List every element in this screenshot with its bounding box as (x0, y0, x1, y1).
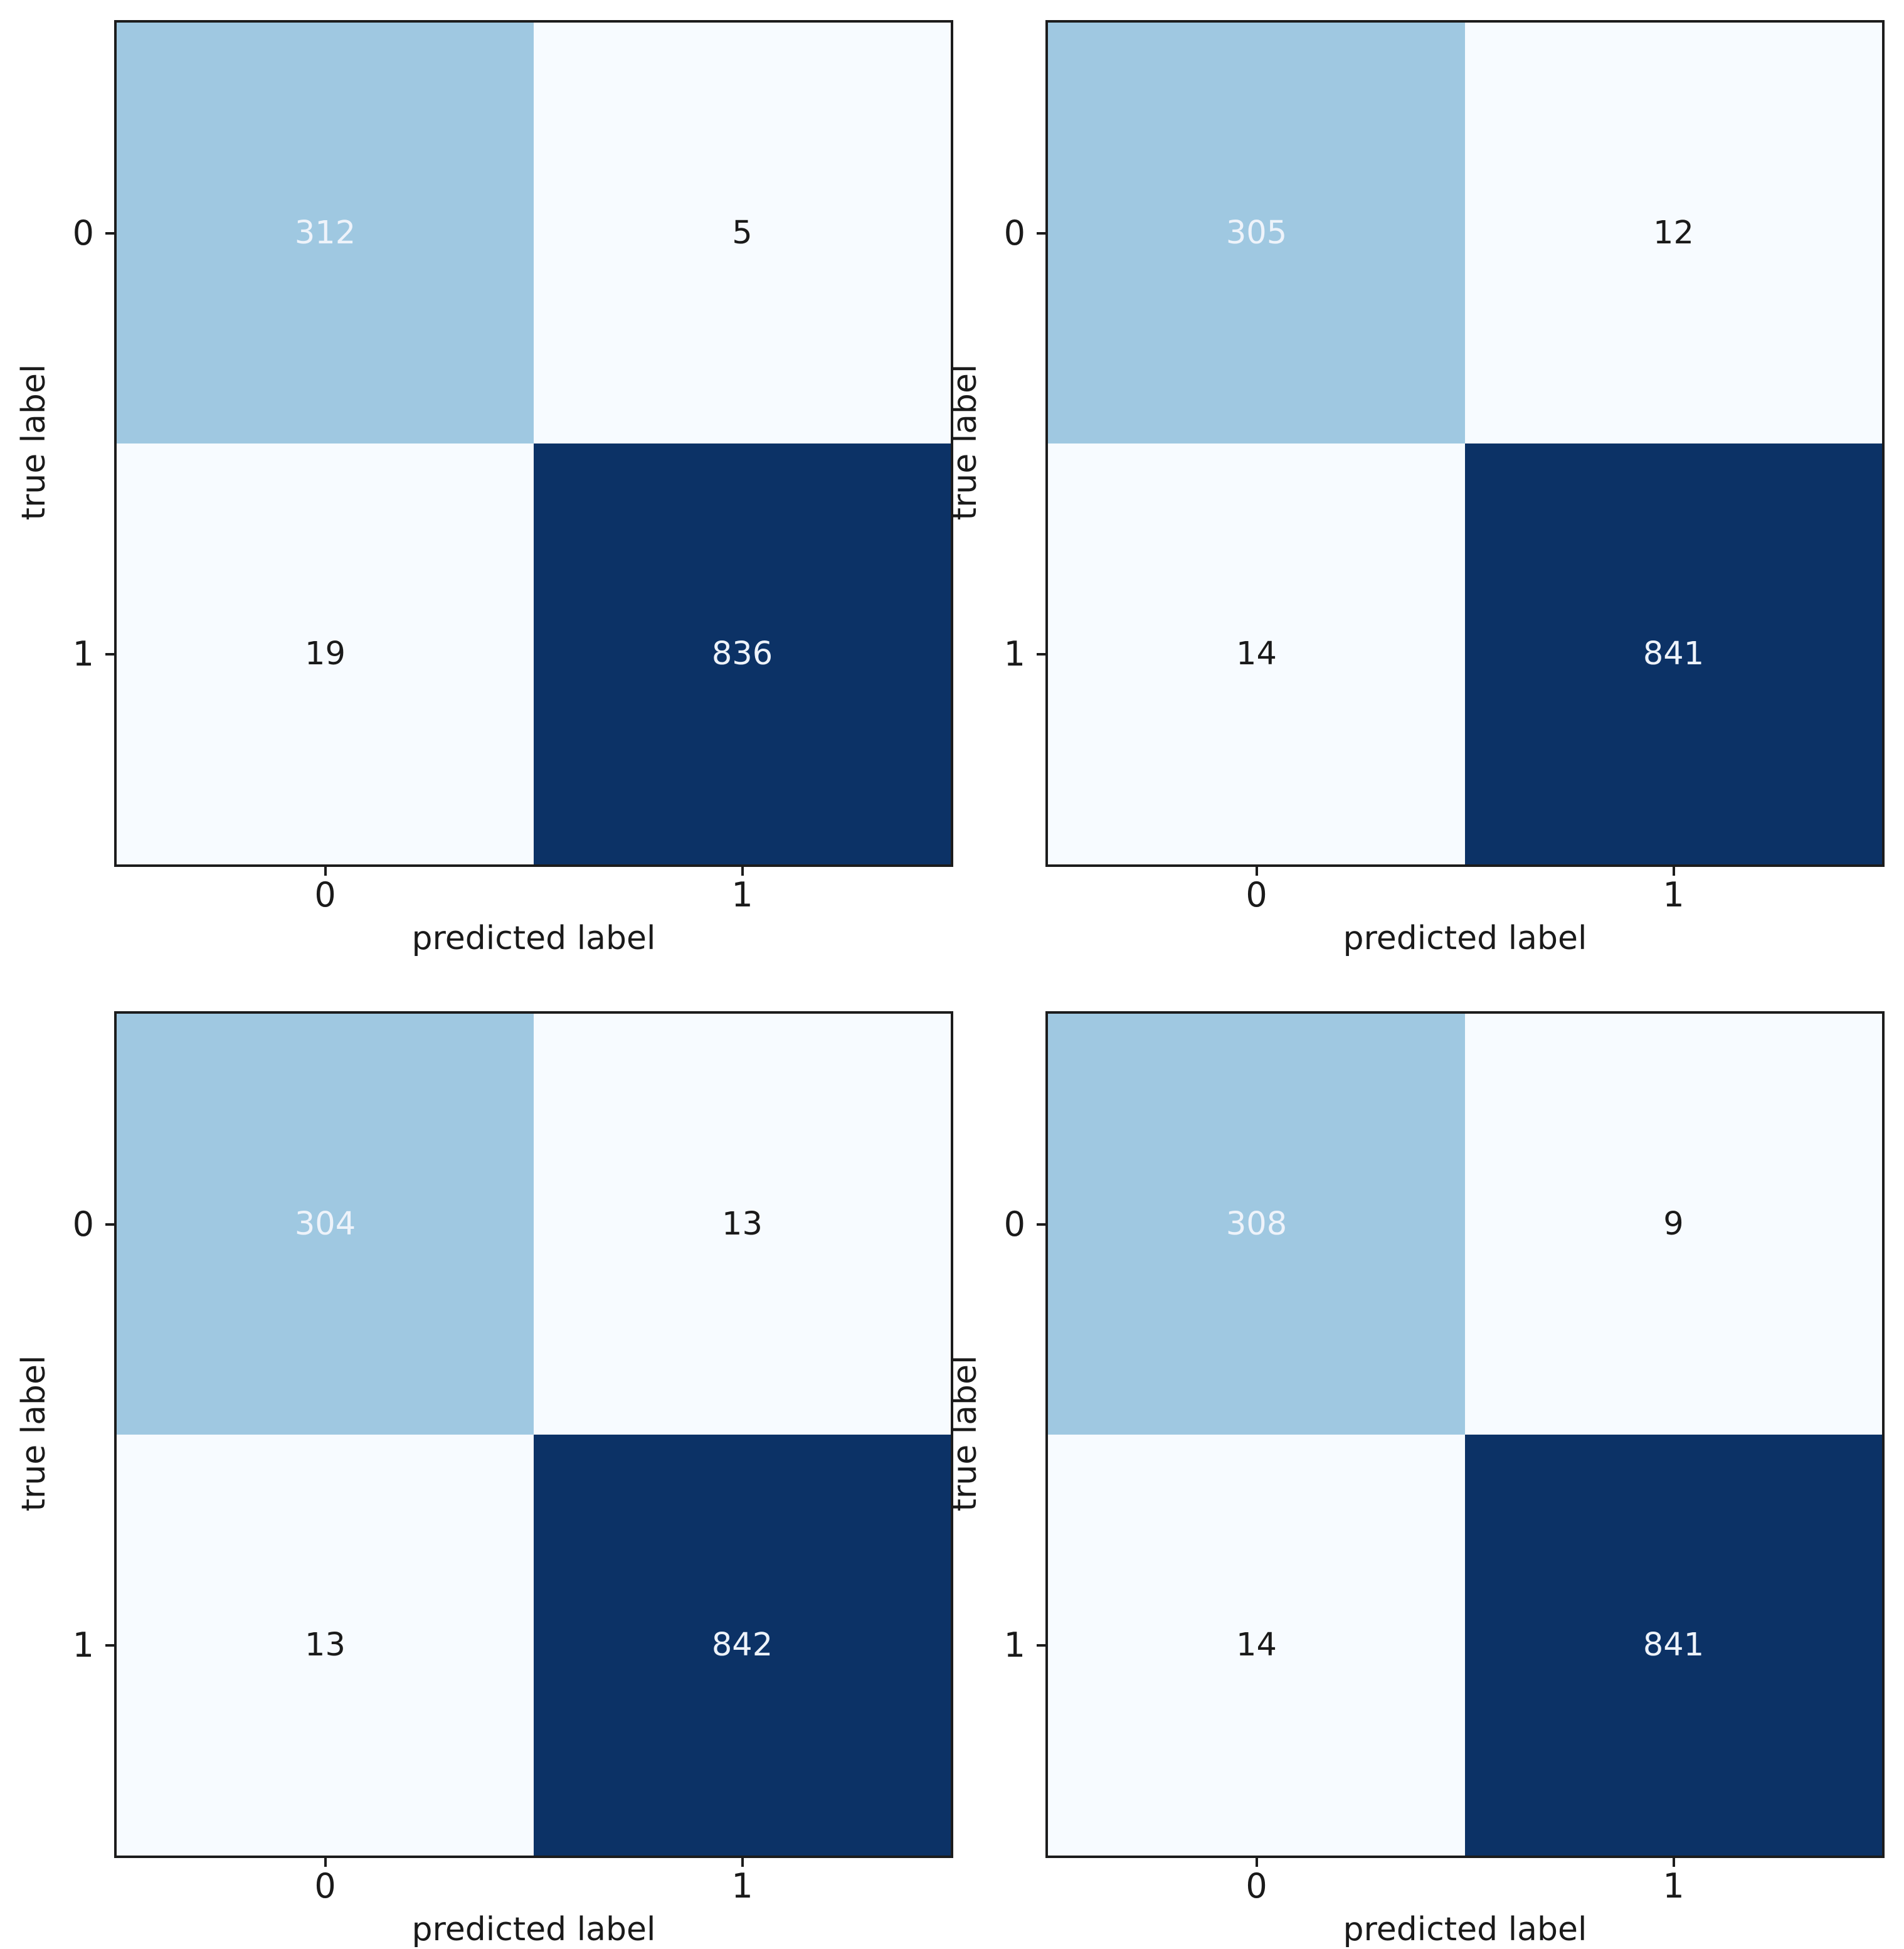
matrix-cell-r1c0: 13 (117, 1435, 534, 1856)
y-tick-label-1: 1 (72, 1625, 94, 1665)
matrix-cell-r0c1: 9 (1465, 1014, 1882, 1435)
y-axis-label: true label (15, 364, 53, 521)
x-tick-mark-0 (1255, 867, 1258, 876)
matrix-cell-r1c1: 841 (1465, 1435, 1882, 1856)
matrix-cell-r1c1: 842 (534, 1435, 951, 1856)
cell-value: 13 (722, 1206, 763, 1243)
axes-box: 304 13 13 842 (117, 1014, 951, 1856)
cell-value: 304 (294, 1206, 356, 1243)
axes-box: 305 12 14 841 (1048, 23, 1882, 864)
axes-box: 308 9 14 841 (1048, 1014, 1882, 1856)
x-tick-label-0: 0 (314, 875, 336, 915)
x-axis-label: predicted label (1343, 920, 1587, 957)
x-tick-label-1: 1 (1663, 1866, 1685, 1906)
y-tick-mark-1 (1037, 652, 1045, 656)
y-tick-mark-0 (1037, 1223, 1045, 1226)
x-tick-mark-1 (741, 867, 744, 876)
axes-box: 312 5 19 836 (117, 23, 951, 864)
matrix-cell-r0c0: 304 (117, 1014, 534, 1435)
matrix-cell-r1c1: 836 (534, 443, 951, 864)
x-tick-label-1: 1 (731, 1866, 753, 1906)
x-axis-label: predicted label (411, 920, 656, 957)
y-tick-mark-0 (1037, 231, 1045, 235)
x-tick-mark-0 (324, 867, 327, 876)
matrix-cell-r0c0: 308 (1048, 1014, 1465, 1435)
y-axis-label-wrap: true label (946, 1355, 984, 1514)
y-tick-label-1: 1 (1003, 1625, 1025, 1665)
y-tick-label-1: 1 (1003, 634, 1025, 674)
x-tick-label-0: 0 (314, 1866, 336, 1906)
y-tick-label-0: 0 (72, 1204, 94, 1244)
y-tick-mark-1 (105, 1644, 114, 1647)
matrix-cell-r0c1: 12 (1465, 23, 1882, 443)
cell-value: 13 (305, 1627, 346, 1664)
cell-value: 305 (1225, 215, 1288, 252)
matrix-cell-r1c1: 841 (1465, 443, 1882, 864)
y-axis-label-wrap: true label (15, 1355, 53, 1514)
cell-value: 19 (305, 635, 346, 672)
x-tick-mark-0 (1255, 1858, 1258, 1867)
cell-value: 14 (1236, 1627, 1277, 1664)
x-tick-mark-1 (1672, 1858, 1675, 1867)
x-axis-label: predicted label (1343, 1911, 1587, 1948)
matrix-cell-r1c0: 19 (117, 443, 534, 864)
cell-value: 836 (711, 635, 773, 672)
cell-value: 841 (1642, 635, 1705, 672)
confusion-matrix-bottom-left: 304 13 13 842 0 1 0 1 predicted label tr… (15, 1011, 953, 1946)
confusion-matrix-top-right: 305 12 14 841 0 1 0 1 predicted label tr… (946, 20, 1885, 955)
y-axis-label: true label (946, 1355, 984, 1512)
cell-value: 841 (1642, 1627, 1705, 1664)
x-tick-label-0: 0 (1246, 1866, 1267, 1906)
matrix-cell-r0c0: 305 (1048, 23, 1465, 443)
y-tick-label-1: 1 (72, 634, 94, 674)
cell-value: 312 (294, 215, 356, 252)
cell-value: 5 (732, 215, 753, 252)
x-tick-label-1: 1 (1663, 875, 1685, 915)
matrix-cell-r0c1: 13 (534, 1014, 951, 1435)
x-tick-mark-0 (324, 1858, 327, 1867)
cell-value: 9 (1663, 1206, 1684, 1243)
x-tick-mark-1 (741, 1858, 744, 1867)
confusion-matrix-bottom-right: 308 9 14 841 0 1 0 1 predicted label tru… (946, 1011, 1885, 1946)
y-tick-mark-1 (1037, 1644, 1045, 1647)
cell-value: 842 (711, 1627, 773, 1664)
x-axis-label: predicted label (411, 1911, 656, 1948)
x-tick-label-0: 0 (1246, 875, 1267, 915)
y-tick-label-0: 0 (1003, 1204, 1025, 1244)
matrix-cell-r0c1: 5 (534, 23, 951, 443)
cell-value: 14 (1236, 635, 1277, 672)
matrix-cell-r0c0: 312 (117, 23, 534, 443)
y-axis-label: true label (946, 364, 984, 521)
y-tick-label-0: 0 (72, 213, 94, 253)
matrix-cell-r1c0: 14 (1048, 443, 1465, 864)
cell-value: 12 (1653, 215, 1694, 252)
x-tick-mark-1 (1672, 867, 1675, 876)
x-tick-label-1: 1 (731, 875, 753, 915)
y-tick-mark-0 (105, 1223, 114, 1226)
confusion-matrix-top-left: 312 5 19 836 0 1 0 1 predicted label tru… (15, 20, 953, 955)
y-axis-label: true label (15, 1355, 53, 1512)
y-tick-mark-0 (105, 231, 114, 235)
y-tick-label-0: 0 (1003, 213, 1025, 253)
cell-value: 308 (1225, 1206, 1288, 1243)
y-axis-label-wrap: true label (946, 364, 984, 523)
matrix-cell-r1c0: 14 (1048, 1435, 1465, 1856)
y-tick-mark-1 (105, 652, 114, 656)
y-axis-label-wrap: true label (15, 364, 53, 523)
